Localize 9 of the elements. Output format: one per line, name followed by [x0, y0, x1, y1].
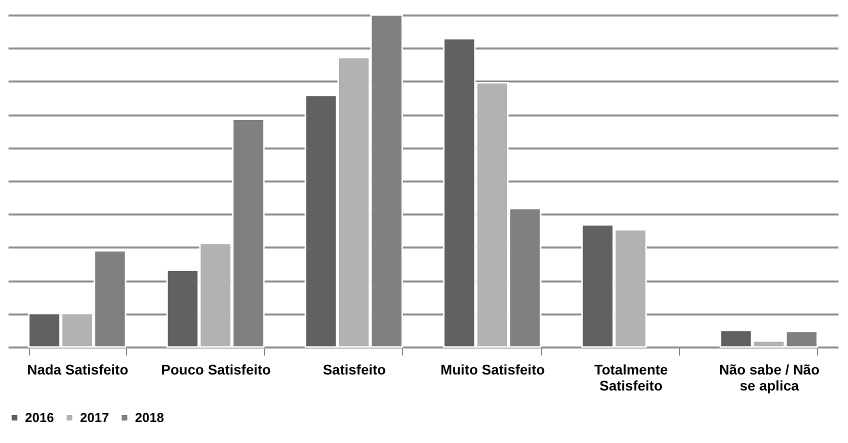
x-tick-label: Nada Satisfeito [27, 362, 128, 378]
x-tick-label: Satisfeito [322, 362, 386, 378]
x-tick-label: Não sabe / Não se aplica [719, 362, 820, 394]
x-tick-label: Pouco Satisfeito [161, 362, 271, 378]
x-tick-label: Muito Satisfeito [440, 362, 545, 378]
legend-label: 2018 [135, 410, 164, 425]
x-tick-label: Totalmente Satisfeito [594, 362, 668, 394]
legend-label: 2016 [25, 410, 54, 425]
legend-label: 2017 [80, 410, 109, 425]
